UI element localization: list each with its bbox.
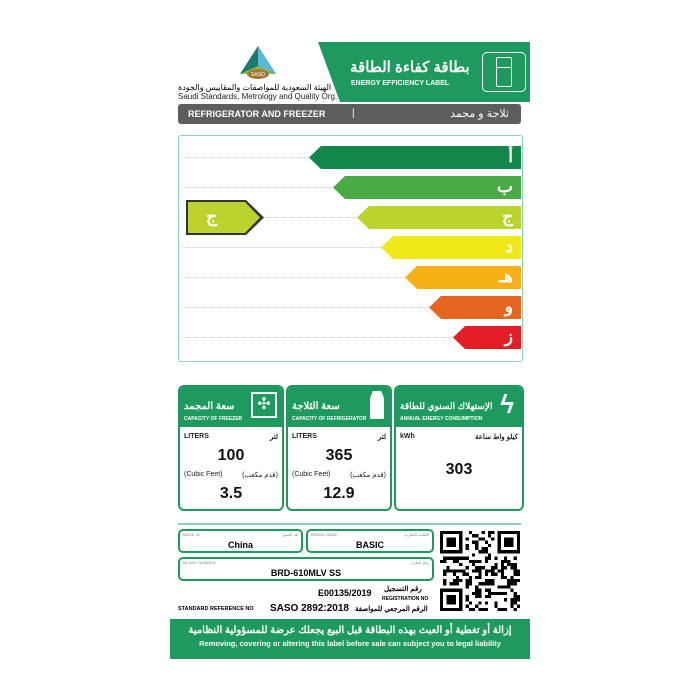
made-in-label-ar: بلد الصنع	[283, 532, 298, 537]
freezer-title-ar: سعة المجمد	[184, 401, 235, 412]
freezer-unit-ar: لتر	[269, 434, 278, 441]
energy-class-label: ب	[496, 177, 513, 196]
scale-guide-line	[182, 247, 381, 248]
efficiency-scale	[178, 135, 523, 362]
rating-label: ج	[206, 207, 217, 226]
fridge-title-en: CAPACITY OF REFRIGERATOR	[292, 416, 367, 422]
qr-code[interactable]	[440, 530, 520, 612]
refrigerator-icon	[482, 52, 526, 92]
model-value: BRD-610MLV SS	[270, 568, 342, 578]
brand-value: BASIC	[355, 540, 384, 550]
freezer-unit-en: LITERS	[184, 433, 209, 440]
freezer-liters: 100	[217, 447, 245, 464]
saso-logo: SASO	[238, 44, 278, 80]
energy-title-ar: الإستهلاك السنوي للطاقة	[400, 401, 493, 411]
product-type-bar: REFRIGERATOR AND FREEZER | ثلاجة و مجمد	[178, 104, 521, 124]
title-en: ENERGY EFFICIENCY LABEL	[351, 80, 450, 87]
energy-class-bar: هـ	[405, 266, 521, 289]
registration-label-en: REGISTRATION NO	[382, 596, 429, 602]
energy-class-bar: ب	[333, 176, 521, 199]
energy-class-label: هـ	[499, 267, 513, 286]
legal-warning-banner: إزالة أو تغطية أو العبث بهذه البطاقة قبل…	[170, 619, 530, 659]
energy-class-bar: ز	[453, 326, 521, 349]
freezer-cf-en: (Cubic Feet)	[184, 471, 223, 478]
scale-guide-line	[182, 337, 453, 338]
standard-label-en: STANDARD REFERENCE NO	[178, 606, 254, 612]
title-ar: بطاقة كفاءة الطاقة	[350, 59, 470, 76]
fridge-unit-en: LITERS	[292, 433, 317, 440]
model-label: MODEL NUMBER	[183, 560, 216, 565]
expand-arrows-icon: ✣	[251, 392, 277, 418]
scale-guide-line	[182, 217, 357, 218]
title-banner: بطاقة كفاءة الطاقة ENERGY EFFICIENCY LAB…	[318, 42, 530, 102]
product-type-ar: ثلاجة و مجمد	[450, 108, 509, 120]
org-name-en: Saudi Standards, Metrology and Quality O…	[178, 92, 338, 101]
energy-class-bar: د	[381, 236, 521, 259]
brand-label: BRAND NAME	[311, 532, 338, 537]
rating-fill: ج	[188, 202, 260, 233]
energy-unit-en: kWh	[400, 433, 415, 440]
fridge-cf-en: (Cubic Feet)	[292, 471, 331, 478]
product-type-en: REFRIGERATOR AND FREEZER	[188, 109, 326, 119]
standard-label-ar: الرقم المرجعي للمواصفة	[355, 606, 428, 613]
fridge-liters: 365	[325, 447, 353, 464]
fridge-cf-ar: (قدم مكعب)	[350, 472, 386, 479]
fridge-title-ar: سعة الثلاجة	[292, 401, 340, 412]
energy-consumption-card: الإستهلاك السنوي للطاقة ANNUAL ENERGY CON…	[394, 385, 524, 511]
freezer-capacity-card: سعة المجمد CAPACITY OF FREEZER ✣ LITERS ل…	[178, 385, 284, 511]
freezer-title-en: CAPACITY OF FREEZER	[184, 416, 243, 422]
refrigerator-capacity-card: سعة الثلاجة CAPACITY OF REFRIGERATOR LITE…	[286, 385, 392, 511]
scale-guide-line	[182, 277, 405, 278]
freezer-cf-ar: (قدم مكعب)	[242, 472, 278, 479]
made-in-field: MADE IN بلد الصنع China	[178, 529, 303, 553]
energy-class-label: د	[505, 237, 513, 256]
energy-class-bar: و	[429, 296, 521, 319]
warning-en: Removing, covering or altering this labe…	[199, 639, 501, 648]
warning-ar: إزالة أو تغطية أو العبث بهذه البطاقة قبل…	[188, 625, 512, 636]
scale-guide-line	[182, 157, 309, 158]
scale-guide-line	[182, 187, 333, 188]
separator: |	[352, 108, 355, 119]
scale-guide-line	[182, 307, 429, 308]
energy-class-label: ج	[502, 207, 513, 226]
made-in-value: China	[227, 540, 253, 550]
milk-carton-icon	[370, 391, 384, 419]
energy-class-label: أ	[508, 147, 513, 166]
lightning-icon: ϟ	[500, 389, 514, 419]
model-label-ar: رقم الطراز	[410, 560, 429, 565]
svg-text:SASO: SASO	[251, 72, 265, 78]
brand-field: BRAND NAME العلامة التجارية BASIC	[306, 529, 434, 553]
registration-label-ar: رقم التسجيل	[384, 586, 422, 593]
energy-class-label: ز	[504, 327, 513, 346]
energy-title-en: ANNUAL ENERGY CONSUMPTION	[400, 416, 483, 422]
energy-class-bar: أ	[309, 146, 521, 169]
model-field: MODEL NUMBER رقم الطراز BRD-610MLV SS	[178, 557, 434, 581]
rating-indicator: ج	[186, 200, 264, 235]
energy-class-bar: ج	[357, 206, 521, 229]
energy-unit-ar: كيلو واط ساعة	[475, 434, 518, 441]
standard-value: SASO 2892:2018	[270, 603, 349, 614]
divider	[178, 523, 521, 525]
energy-value: 303	[445, 461, 473, 478]
energy-class-label: و	[504, 297, 513, 316]
org-name-ar: الهيئة السعودية للمواصفات والمقاييس والج…	[178, 83, 332, 92]
freezer-cubic-feet: 3.5	[219, 485, 243, 502]
brand-label-ar: العلامة التجارية	[404, 532, 429, 537]
registration-value: E00135/2019	[318, 588, 372, 598]
fridge-cubic-feet: 12.9	[323, 485, 355, 502]
made-in-label: MADE IN	[183, 532, 200, 537]
fridge-unit-ar: لتر	[377, 434, 386, 441]
